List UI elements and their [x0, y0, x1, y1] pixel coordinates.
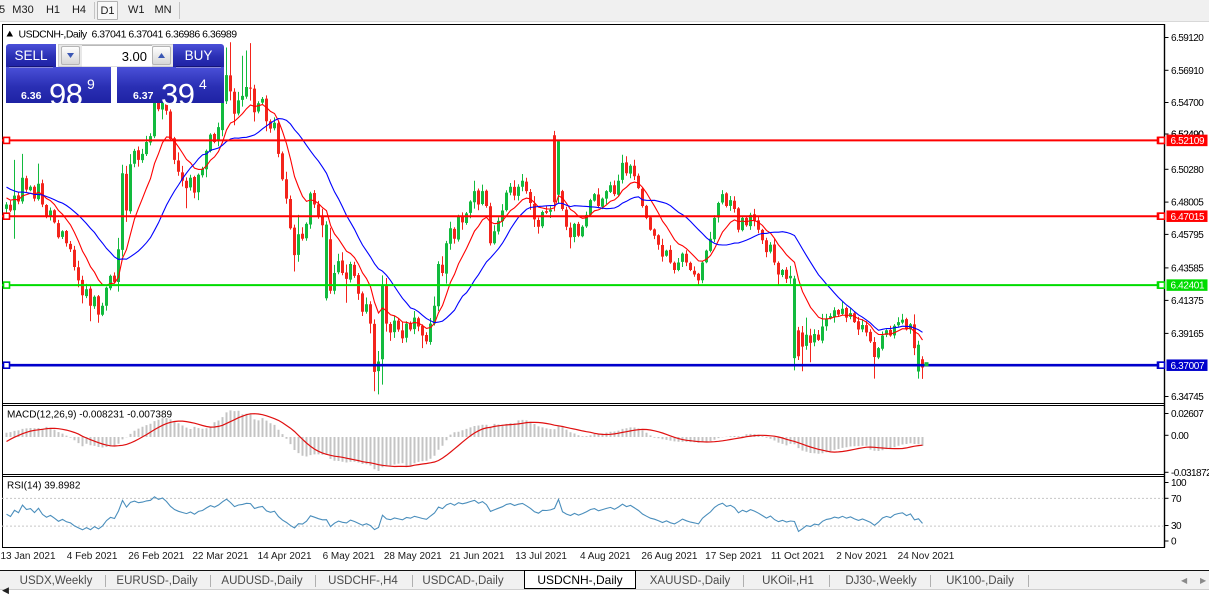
svg-text:6.50280: 6.50280 [1171, 165, 1204, 176]
svg-text:6.43585: 6.43585 [1171, 263, 1204, 274]
svg-text:USDCNH-,Daily 6.37041 6.37041: USDCNH-,Daily 6.37041 6.37041 6.36986 6.… [19, 29, 238, 41]
svg-text:4 Aug 2021: 4 Aug 2021 [580, 551, 631, 562]
svg-text:6.41375: 6.41375 [1171, 296, 1204, 307]
svg-text:0: 0 [1171, 537, 1177, 548]
svg-text:70: 70 [1171, 494, 1182, 505]
svg-text:6 May 2021: 6 May 2021 [323, 551, 376, 562]
svg-text:13 Jul 2021: 13 Jul 2021 [515, 551, 567, 562]
svg-text:28 May 2021: 28 May 2021 [384, 551, 442, 562]
svg-text:6.34745: 6.34745 [1171, 392, 1204, 403]
svg-text:6.59120: 6.59120 [1171, 33, 1204, 44]
svg-text:4 Feb 2021: 4 Feb 2021 [67, 551, 118, 562]
svg-text:6.54700: 6.54700 [1171, 98, 1204, 109]
svg-text:26 Aug 2021: 26 Aug 2021 [641, 551, 698, 562]
svg-text:6.42401: 6.42401 [1171, 281, 1205, 292]
svg-text:17 Sep 2021: 17 Sep 2021 [705, 551, 762, 562]
svg-text:0.00: 0.00 [1171, 431, 1189, 442]
svg-text:24 Nov 2021: 24 Nov 2021 [898, 551, 955, 562]
svg-text:6.45795: 6.45795 [1171, 230, 1204, 241]
svg-text:6.52109: 6.52109 [1171, 136, 1205, 147]
svg-text:26 Feb 2021: 26 Feb 2021 [128, 551, 185, 562]
svg-text:100: 100 [1171, 478, 1187, 489]
svg-text:21 Jun 2021: 21 Jun 2021 [449, 551, 504, 562]
svg-text:6.47015: 6.47015 [1171, 212, 1205, 223]
svg-text:6.37007: 6.37007 [1171, 361, 1205, 372]
svg-text:6.56910: 6.56910 [1171, 66, 1204, 77]
svg-text:MACD(12,26,9) -0.008231 -0.007: MACD(12,26,9) -0.008231 -0.007389 [7, 410, 173, 421]
svg-text:RSI(14) 39.8982: RSI(14) 39.8982 [7, 481, 81, 492]
svg-text:6.39165: 6.39165 [1171, 329, 1204, 340]
svg-text:2 Nov 2021: 2 Nov 2021 [836, 551, 888, 562]
svg-text:6.48005: 6.48005 [1171, 198, 1204, 209]
svg-text:0.02607: 0.02607 [1171, 409, 1204, 420]
svg-text:-0.031872: -0.031872 [1171, 468, 1209, 479]
svg-text:14 Apr 2021: 14 Apr 2021 [258, 551, 312, 562]
svg-text:13 Jan 2021: 13 Jan 2021 [0, 551, 55, 562]
svg-text:22 Mar 2021: 22 Mar 2021 [192, 551, 249, 562]
svg-text:30: 30 [1171, 521, 1182, 532]
svg-text:11 Oct 2021: 11 Oct 2021 [771, 551, 825, 562]
